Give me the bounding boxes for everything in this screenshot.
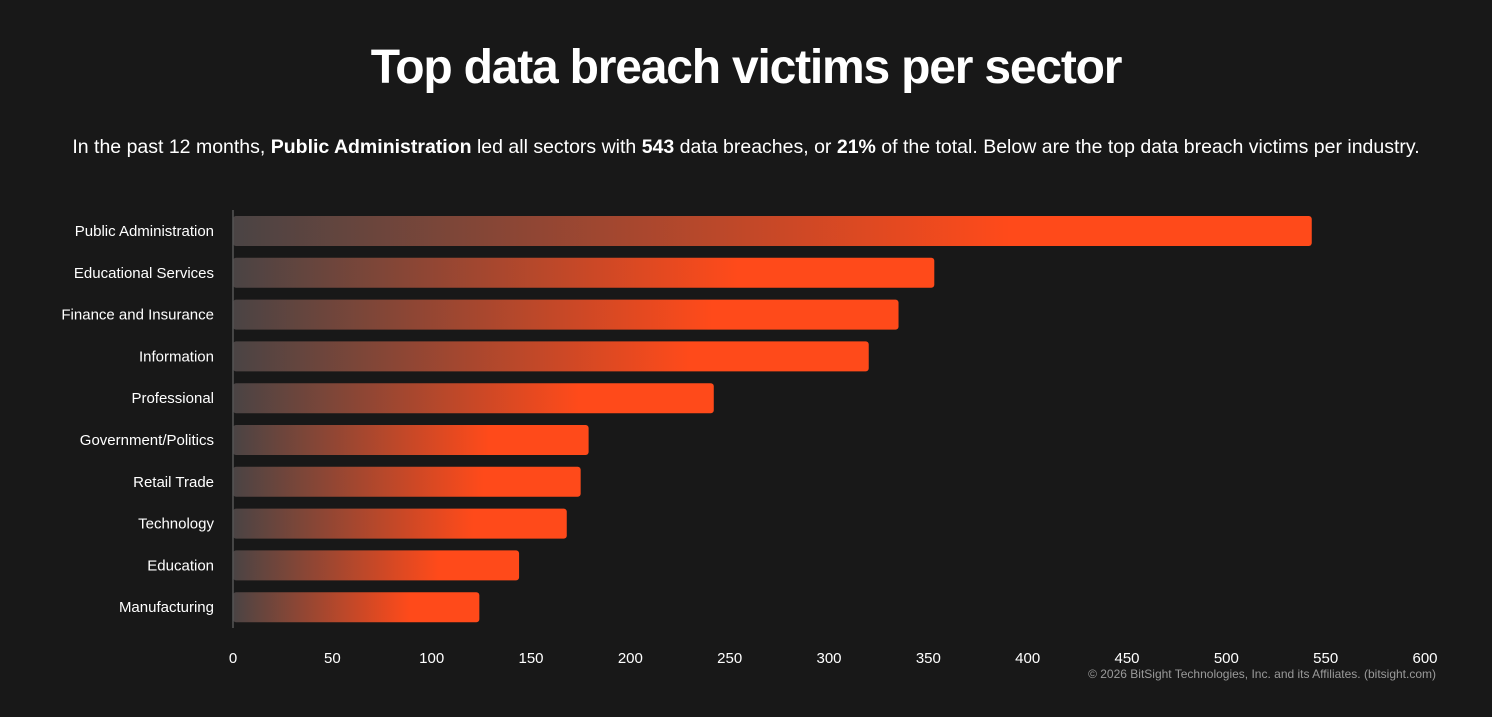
subtitle-text-4: of the total. Below are the top data bre…	[875, 136, 1420, 158]
category-label: Information	[139, 348, 214, 365]
bar-educational-services	[233, 257, 935, 288]
x-tick-label: 450	[1114, 650, 1139, 667]
category-label: Technology	[138, 516, 214, 533]
x-tick-label: 400	[1015, 650, 1040, 667]
x-tick-label: 150	[518, 650, 543, 667]
bar-information	[233, 341, 869, 372]
copyright-footer: © 2026 BitSight Technologies, Inc. and i…	[1088, 667, 1436, 681]
category-labels: Public Administration Educational Service…	[61, 223, 214, 616]
bar-public-administration	[233, 216, 1312, 246]
bar-group	[233, 216, 1312, 623]
category-label: Finance and Insurance	[61, 307, 214, 324]
bar-retail-trade	[233, 466, 581, 497]
x-axis-ticks: 0 50 100 150 200 250 300 350 400 450 500 550 600	[229, 650, 1438, 667]
category-label: Government/Politics	[80, 432, 214, 449]
x-tick-label: 500	[1214, 650, 1239, 667]
subtitle-highlight-percent: 21%	[836, 136, 876, 158]
category-label: Retail Trade	[133, 474, 214, 491]
bar-technology	[233, 508, 567, 539]
chart-subtitle: In the past 12 months, Public Administra…	[0, 133, 1492, 161]
chart-title: Top data breach victims per sector	[370, 41, 1123, 94]
x-tick-label: 200	[618, 650, 643, 667]
subtitle-text-3: data breaches, or	[674, 136, 837, 158]
bar-education	[233, 550, 520, 581]
bar-government-politics	[233, 425, 589, 455]
subtitle-highlight-sector: Public Administration	[270, 136, 472, 158]
category-label: Education	[147, 557, 214, 574]
subtitle-text-1: In the past 12 months,	[72, 136, 271, 158]
bar-professional	[233, 383, 714, 414]
x-tick-label: 550	[1313, 650, 1338, 667]
bar-finance-and-insurance	[233, 299, 899, 330]
x-tick-label: 50	[324, 650, 341, 667]
category-label: Professional	[131, 390, 214, 407]
x-tick-label: 300	[816, 650, 841, 667]
category-label: Educational Services	[74, 265, 214, 282]
category-label: Manufacturing	[119, 599, 214, 616]
category-label: Public Administration	[75, 223, 214, 240]
bar-manufacturing	[233, 592, 480, 623]
x-tick-label: 600	[1412, 650, 1437, 667]
x-tick-label: 0	[229, 650, 237, 667]
x-tick-label: 350	[916, 650, 941, 667]
subtitle-highlight-count: 543	[641, 136, 675, 158]
subtitle-text-2: led all sectors with	[471, 136, 642, 158]
x-tick-label: 250	[717, 650, 742, 667]
x-tick-label: 100	[419, 650, 444, 667]
